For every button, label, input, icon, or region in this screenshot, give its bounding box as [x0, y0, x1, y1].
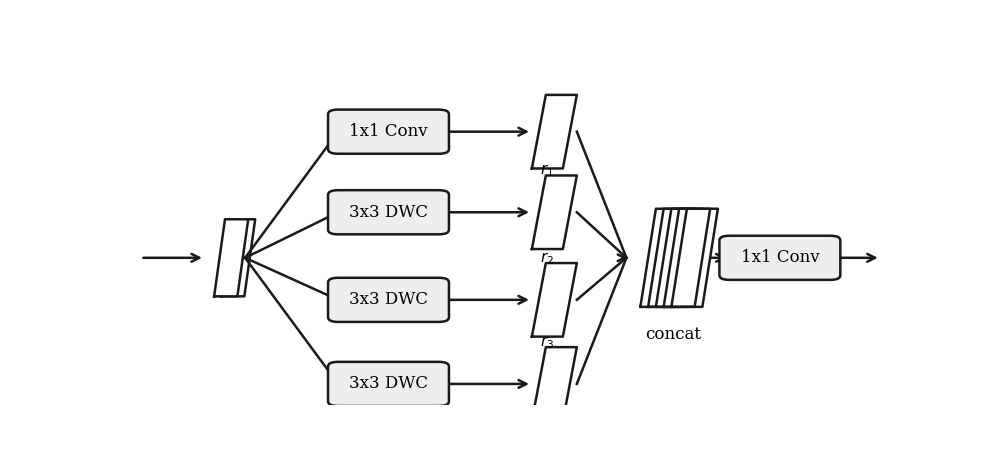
Polygon shape [640, 209, 687, 307]
Text: 3x3 DWC: 3x3 DWC [349, 204, 428, 221]
Polygon shape [532, 347, 577, 421]
Polygon shape [656, 209, 702, 307]
FancyBboxPatch shape [328, 362, 449, 406]
Polygon shape [648, 209, 695, 307]
Text: 3x3 DWC: 3x3 DWC [349, 375, 428, 392]
Polygon shape [671, 209, 718, 307]
FancyBboxPatch shape [719, 236, 840, 280]
FancyBboxPatch shape [328, 278, 449, 322]
Polygon shape [214, 219, 248, 296]
Polygon shape [532, 263, 577, 337]
Text: concat: concat [645, 326, 701, 343]
Text: 1x1 Conv: 1x1 Conv [741, 249, 819, 266]
Polygon shape [532, 176, 577, 249]
Text: $r_1$: $r_1$ [540, 162, 554, 179]
FancyBboxPatch shape [328, 110, 449, 154]
Polygon shape [221, 219, 255, 296]
Polygon shape [664, 209, 710, 307]
Text: 3x3 DWC: 3x3 DWC [349, 291, 428, 308]
Text: 1x1 Conv: 1x1 Conv [349, 123, 428, 140]
FancyBboxPatch shape [328, 190, 449, 234]
Text: $r_3$: $r_3$ [540, 334, 554, 351]
Text: $r_2$: $r_2$ [540, 250, 554, 267]
Polygon shape [532, 95, 577, 168]
